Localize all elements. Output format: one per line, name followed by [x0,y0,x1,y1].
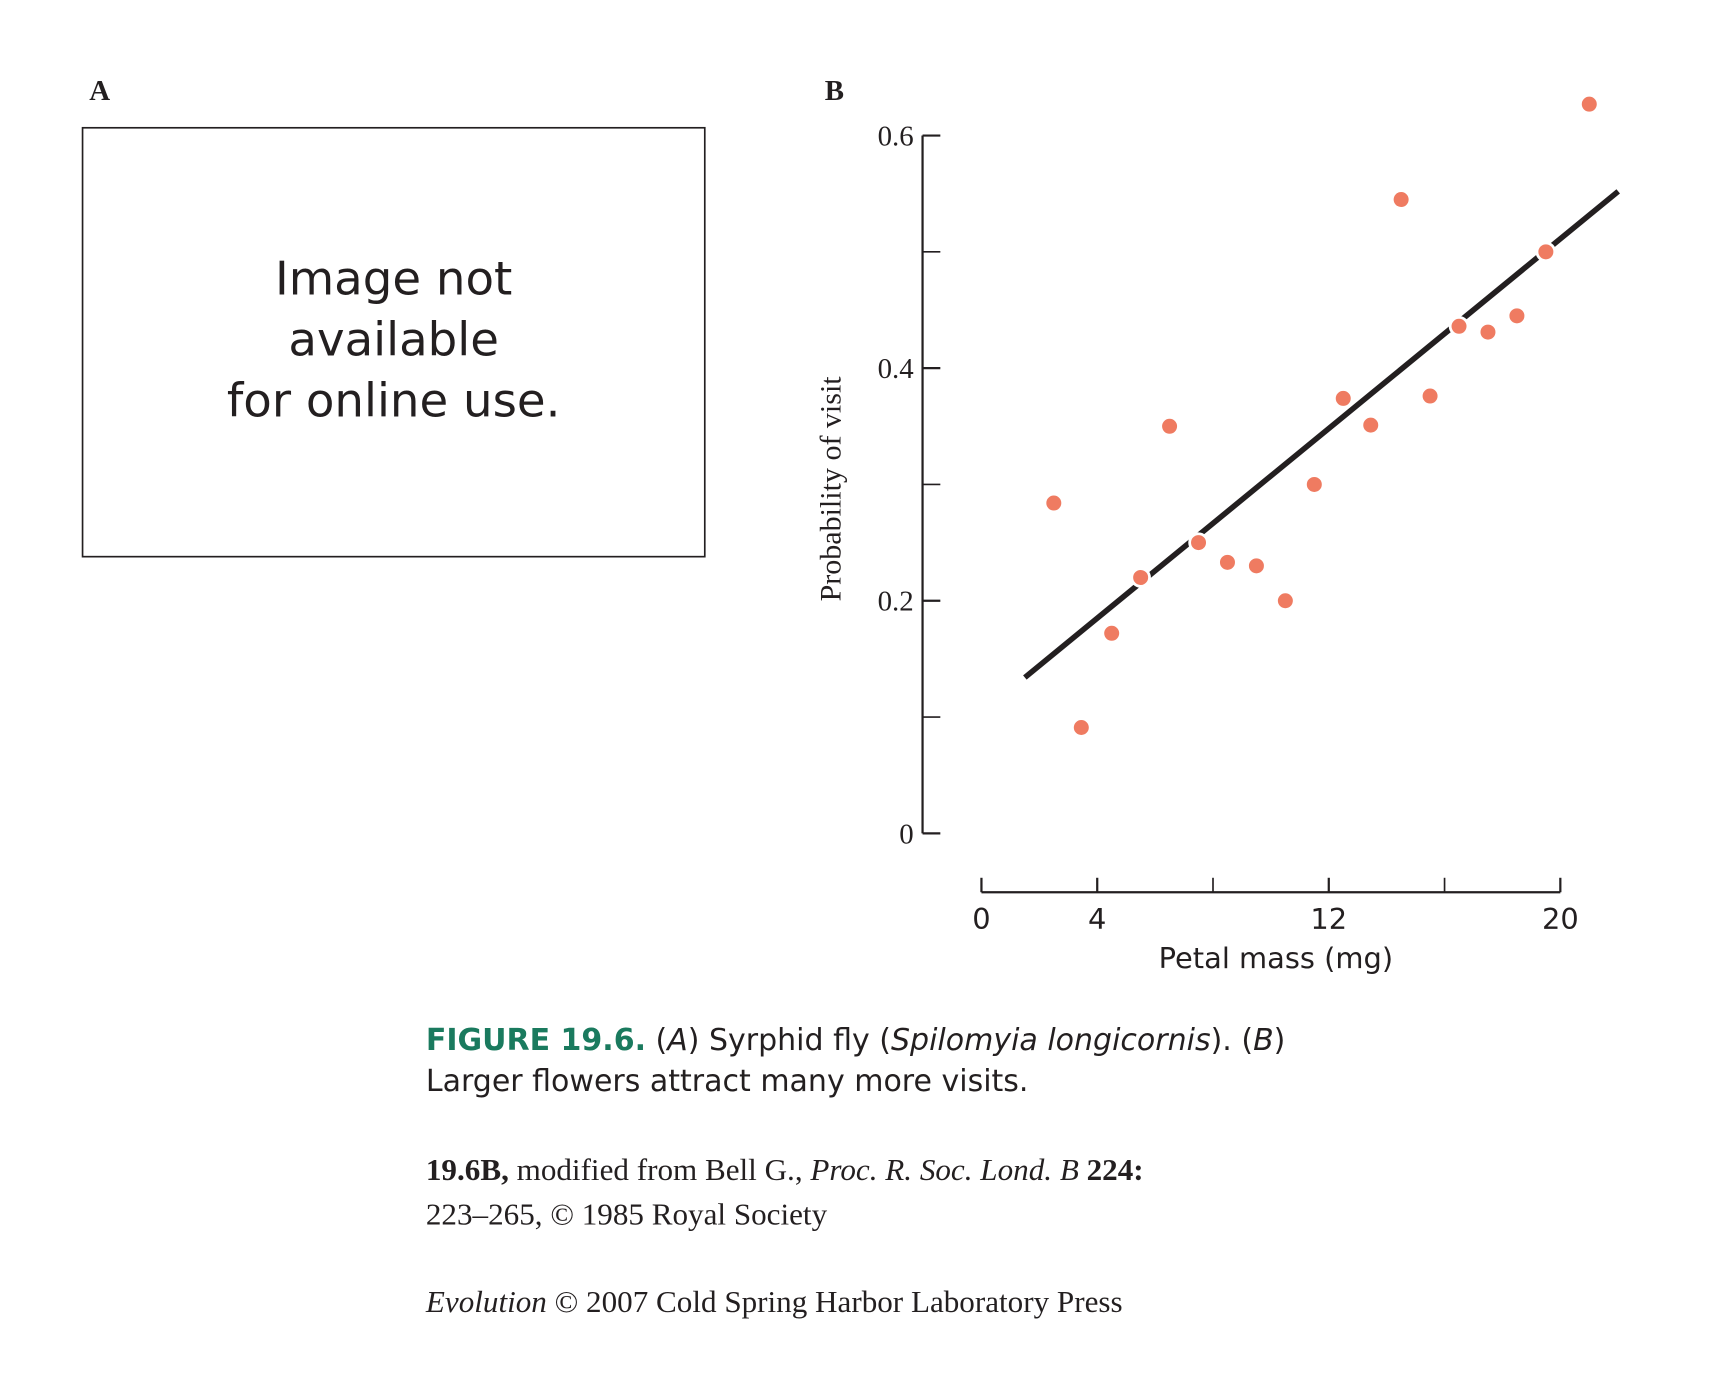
placeholder-text: for online use. [227,375,561,429]
data-point [1275,590,1296,612]
data-point [1188,532,1209,553]
data-point [1448,316,1470,337]
y-tick-label: 0 [899,818,913,850]
data-point [1304,474,1325,495]
credit-text: modified from Bell G., [509,1152,811,1187]
data-point [1246,555,1267,577]
data-point [1390,189,1412,210]
trend-line [1023,189,1620,680]
placeholder-box [81,126,706,558]
data-point [1043,492,1065,514]
x-tick-label: 0 [972,902,990,936]
credit-text: 224: [1079,1152,1144,1187]
data-point [1130,567,1151,588]
data-point [1217,552,1238,573]
caption-text: ) [1274,1023,1286,1058]
x-tick-label: 4 [1088,902,1106,936]
data-point [1332,388,1354,409]
caption-text: A [665,1023,688,1058]
data-point [1477,321,1499,343]
caption-text: ) Syrphid fly ( [688,1023,891,1058]
data-point [1579,93,1600,115]
credit-text: Evolution [425,1284,547,1319]
credit-line: 223–265, © 1985 Royal Society [426,1196,828,1231]
data-point [1360,414,1382,436]
x-tick-label: 20 [1542,902,1579,936]
caption-text: ( [646,1023,667,1058]
credit-line: 19.6B, modified from Bell G., Proc. R. S… [426,1152,1144,1187]
credit-text: Proc. R. Soc. Lond. B [809,1152,1078,1187]
caption-line: Larger flowers attract many more visits. [426,1064,1029,1099]
credit-line: Evolution © 2007 Cold Spring Harbor Labo… [425,1284,1123,1319]
data-point [1506,305,1528,327]
y-axis-label: Probability of visit [814,376,847,602]
panel-label: B [825,75,844,107]
caption-text: ). ( [1211,1023,1253,1058]
caption-label: FIGURE 19.6. [426,1023,646,1058]
caption-text: Spilomyia longicornis [891,1023,1211,1058]
x-tick-label: 12 [1310,902,1347,936]
x-axis-label: Petal mass (mg) [1159,941,1393,975]
y-tick-label: 0.2 [878,586,914,618]
data-point [1419,385,1441,407]
credit-text: 19.6B, [426,1152,509,1187]
y-tick-label: 0.6 [878,121,914,153]
placeholder-text: available [288,314,499,368]
caption-line: FIGURE 19.6. (A) Syrphid fly (Spilomyia … [426,1023,1285,1058]
data-point [1535,241,1557,263]
data-point [1071,717,1092,738]
data-point [1101,623,1122,644]
y-tick-label: 0.4 [878,353,914,385]
credit-text: © 2007 Cold Spring Harbor Laboratory Pre… [547,1284,1123,1319]
plot: 0 0.2 0.4 0.6 0 4 12 20 [878,93,1620,936]
panel-label: A [89,75,110,107]
placeholder-text: Image not [275,252,512,306]
caption-text: B [1253,1023,1274,1058]
data-point [1159,416,1180,437]
